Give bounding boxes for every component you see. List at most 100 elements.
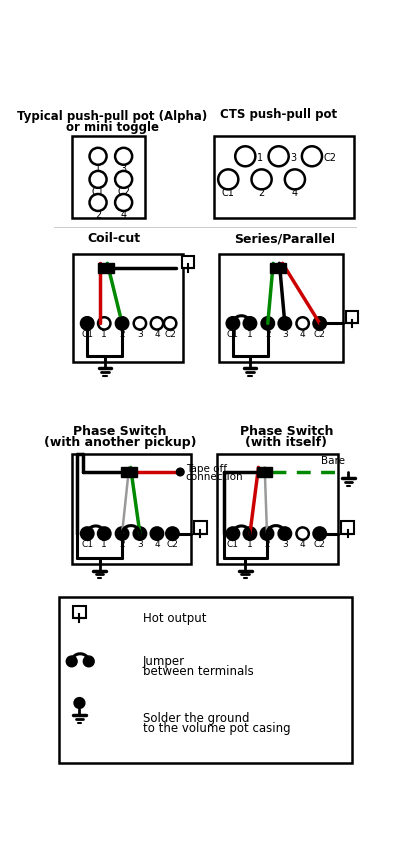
Bar <box>217 455 338 565</box>
Bar <box>121 468 137 476</box>
Bar <box>73 606 86 618</box>
Bar <box>342 521 354 533</box>
Circle shape <box>66 656 77 667</box>
Circle shape <box>296 317 309 330</box>
Bar <box>72 136 144 218</box>
Text: Series/Parallel: Series/Parallel <box>234 232 335 245</box>
Text: C2: C2 <box>117 187 130 197</box>
Text: Coil-cut: Coil-cut <box>87 232 140 245</box>
Circle shape <box>314 527 326 540</box>
Circle shape <box>116 317 128 330</box>
Circle shape <box>98 527 110 540</box>
Circle shape <box>235 146 255 166</box>
Circle shape <box>83 656 94 667</box>
Text: 2: 2 <box>95 210 101 220</box>
Circle shape <box>90 171 106 188</box>
Text: C1: C1 <box>222 188 235 198</box>
Bar <box>257 468 272 476</box>
Text: 1: 1 <box>101 330 107 339</box>
Text: 3: 3 <box>137 330 143 339</box>
Circle shape <box>116 317 128 330</box>
Text: C1: C1 <box>81 540 93 549</box>
Text: 4: 4 <box>300 540 306 549</box>
Text: C1: C1 <box>92 187 104 197</box>
Text: 1: 1 <box>101 540 107 549</box>
Circle shape <box>176 469 184 475</box>
Text: Typical push-pull pot (Alpha): Typical push-pull pot (Alpha) <box>17 110 207 123</box>
Bar <box>194 521 206 533</box>
Circle shape <box>151 317 163 330</box>
Circle shape <box>81 527 94 540</box>
Text: C1: C1 <box>227 540 239 549</box>
Circle shape <box>90 148 106 165</box>
Bar <box>346 311 358 323</box>
Text: Jumper: Jumper <box>143 655 185 668</box>
Text: 3: 3 <box>120 164 127 173</box>
Text: C1: C1 <box>227 330 239 339</box>
Text: C2: C2 <box>324 152 336 163</box>
Bar <box>72 455 191 565</box>
Circle shape <box>252 170 272 190</box>
Text: C2: C2 <box>314 540 326 549</box>
Circle shape <box>279 317 291 330</box>
Text: Bare: Bare <box>321 456 345 466</box>
Text: 4: 4 <box>154 330 160 339</box>
Text: 1: 1 <box>247 540 253 549</box>
Circle shape <box>115 171 132 188</box>
Circle shape <box>262 317 274 330</box>
Circle shape <box>116 527 128 540</box>
Circle shape <box>244 527 256 540</box>
Text: 2: 2 <box>119 540 125 549</box>
Text: Solder the ground: Solder the ground <box>143 712 250 725</box>
Circle shape <box>81 317 94 330</box>
Circle shape <box>164 317 176 330</box>
Bar <box>270 263 286 273</box>
Circle shape <box>314 317 326 330</box>
Text: or mini toggle: or mini toggle <box>66 120 158 133</box>
Circle shape <box>285 170 305 190</box>
Text: 4: 4 <box>120 210 127 220</box>
Circle shape <box>166 527 179 540</box>
Text: Phase Switch: Phase Switch <box>73 424 166 437</box>
Text: 3: 3 <box>282 540 288 549</box>
Circle shape <box>279 527 291 540</box>
Circle shape <box>134 317 146 330</box>
Text: connection: connection <box>186 472 243 482</box>
Circle shape <box>74 698 85 708</box>
Text: (with another pickup): (with another pickup) <box>44 436 196 449</box>
Circle shape <box>227 317 239 330</box>
Circle shape <box>151 527 163 540</box>
Circle shape <box>268 146 289 166</box>
Text: (with itself): (with itself) <box>245 436 327 449</box>
Bar <box>73 254 183 362</box>
Bar <box>214 136 354 218</box>
Text: 3: 3 <box>282 330 288 339</box>
Circle shape <box>296 527 309 540</box>
Text: 4: 4 <box>292 188 298 198</box>
Text: to the volume pot casing: to the volume pot casing <box>143 722 291 735</box>
Text: C2: C2 <box>166 540 178 549</box>
Circle shape <box>218 170 238 190</box>
Circle shape <box>134 527 146 540</box>
Text: 2: 2 <box>265 330 270 339</box>
Text: Phase Switch: Phase Switch <box>240 424 333 437</box>
Text: Tape off: Tape off <box>186 464 227 474</box>
Circle shape <box>115 148 132 165</box>
Text: CTS push-pull pot: CTS push-pull pot <box>220 108 337 121</box>
Text: 1: 1 <box>257 152 263 163</box>
Circle shape <box>90 194 106 211</box>
Text: C2: C2 <box>314 330 326 339</box>
Text: 4: 4 <box>154 540 160 549</box>
Bar <box>98 263 114 273</box>
Circle shape <box>244 317 256 330</box>
Bar <box>59 597 352 763</box>
Text: 3: 3 <box>290 152 296 163</box>
Text: 1: 1 <box>95 164 101 173</box>
Text: between terminals: between terminals <box>143 665 254 678</box>
Text: C1: C1 <box>81 330 93 339</box>
Bar <box>182 255 194 268</box>
Text: C2: C2 <box>164 330 176 339</box>
Circle shape <box>302 146 322 166</box>
Text: 3: 3 <box>137 540 143 549</box>
Circle shape <box>227 527 239 540</box>
